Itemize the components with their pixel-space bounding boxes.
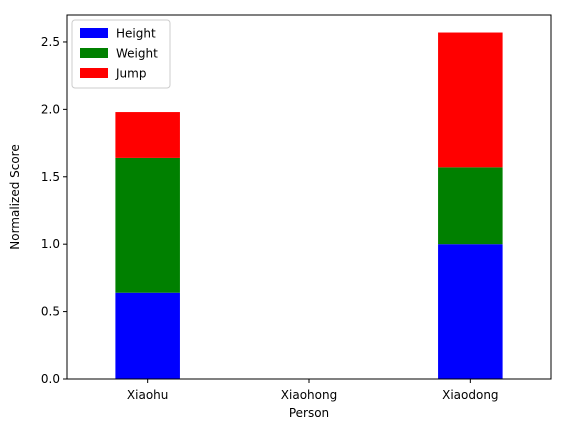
bar-jump-xiaodong xyxy=(438,32,503,168)
x-tick-label: Xiaodong xyxy=(442,388,498,402)
bars-layer xyxy=(115,32,503,379)
legend-swatch-height xyxy=(80,28,108,38)
legend: Height Weight Jump xyxy=(71,19,171,89)
axes-layer: 0.0 0.5 1.0 1.5 2.0 2.5 Xiaohu Xiaohong Xiaodong xyxy=(41,14,552,402)
y-tick-label: 0.0 xyxy=(41,372,60,386)
bar-weight-xiaohu xyxy=(115,157,180,293)
y-tick-label: 0.5 xyxy=(41,305,60,319)
legend-label-height: Height xyxy=(116,27,156,41)
bar-height-xiaohu xyxy=(115,292,180,379)
legend-label-jump: Jump xyxy=(115,67,146,81)
x-axis-label: Person xyxy=(289,406,329,420)
legend-swatch-jump xyxy=(80,68,108,78)
y-tick-label: 1.5 xyxy=(41,170,60,184)
legend-swatch-weight xyxy=(80,48,108,58)
bar-jump-xiaohu xyxy=(115,112,180,158)
bar-height-xiaodong xyxy=(438,244,503,379)
y-tick-label: 1.0 xyxy=(41,237,60,251)
y-axis-label: Normalized Score xyxy=(8,144,22,249)
y-tick-label: 2.0 xyxy=(41,102,60,116)
x-tick-label: Xiaohu xyxy=(127,388,168,402)
y-tick-label: 2.5 xyxy=(41,35,60,49)
legend-label-weight: Weight xyxy=(116,47,158,61)
x-tick-label: Xiaohong xyxy=(281,388,337,402)
bar-weight-xiaodong xyxy=(438,167,503,245)
